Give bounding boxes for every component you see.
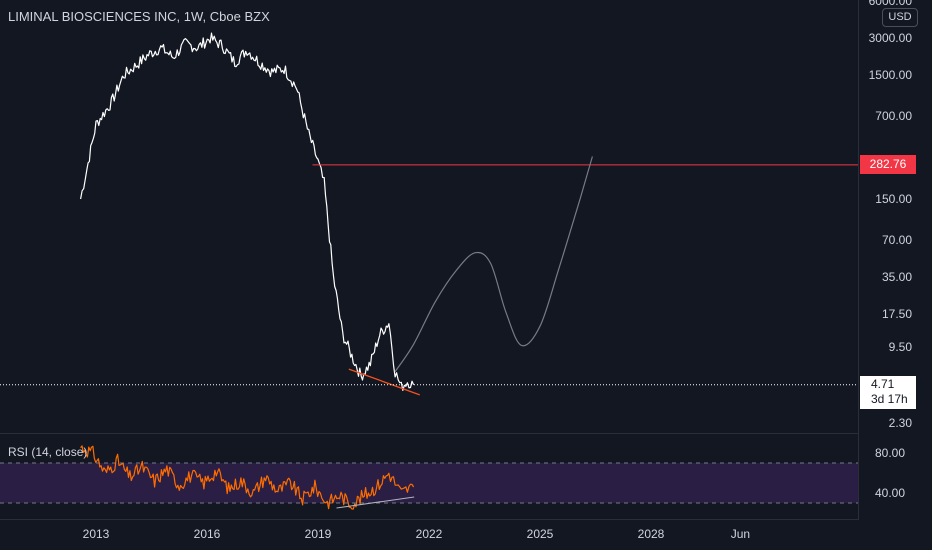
time-tick-label: 2016 [194, 527, 221, 541]
time-tick-label: 2022 [416, 527, 443, 541]
price-tick-label: 2.30 [889, 416, 913, 430]
price-tick-label: 3000.00 [869, 31, 913, 45]
last-price-value: 4.71 [871, 376, 895, 391]
rsi-tick-label: 40.00 [875, 486, 905, 500]
symbol-title[interactable]: LIMINAL BIOSCIENCES INC, 1W, Cboe BZX [8, 9, 270, 24]
price-tick-label: 150.00 [875, 192, 912, 206]
price-tick-label: 700.00 [875, 109, 912, 123]
last-price-badge: 4.71 3d 17h [860, 375, 916, 409]
time-tick-label: 2028 [638, 527, 665, 541]
time-tick-label: 2025 [527, 527, 554, 541]
time-tick-label: Jun [731, 527, 750, 541]
projection-curve[interactable] [394, 156, 593, 373]
resistance-price-badge: 282.76 [860, 154, 916, 174]
rsi-tick-label: 80.00 [875, 446, 905, 460]
price-tick-label: 35.00 [882, 270, 912, 284]
rsi-title[interactable]: RSI (14, close) [8, 445, 88, 459]
currency-button[interactable]: USD [882, 8, 918, 27]
rsi-line [80, 445, 415, 510]
rsi-pane[interactable] [0, 445, 858, 510]
rsi-trendline[interactable] [336, 496, 415, 509]
price-tick-label: 17.50 [882, 307, 912, 321]
rsi-band-fill [0, 463, 858, 503]
price-tick-label: 9.50 [889, 340, 913, 354]
time-tick-label: 2013 [83, 527, 110, 541]
price-series-line [80, 32, 415, 391]
axes: 6000.00 3000.00 1500.00 700.00 150.00 70.00 35… [0, 0, 912, 541]
price-tick-label: 1500.00 [869, 68, 913, 82]
countdown-label: 3d 17h [871, 391, 908, 406]
price-tick-label: 6000.00 [869, 0, 913, 8]
price-tick-label: 70.00 [882, 233, 912, 247]
support-trendline[interactable] [348, 368, 420, 396]
time-tick-label: 2019 [305, 527, 332, 541]
